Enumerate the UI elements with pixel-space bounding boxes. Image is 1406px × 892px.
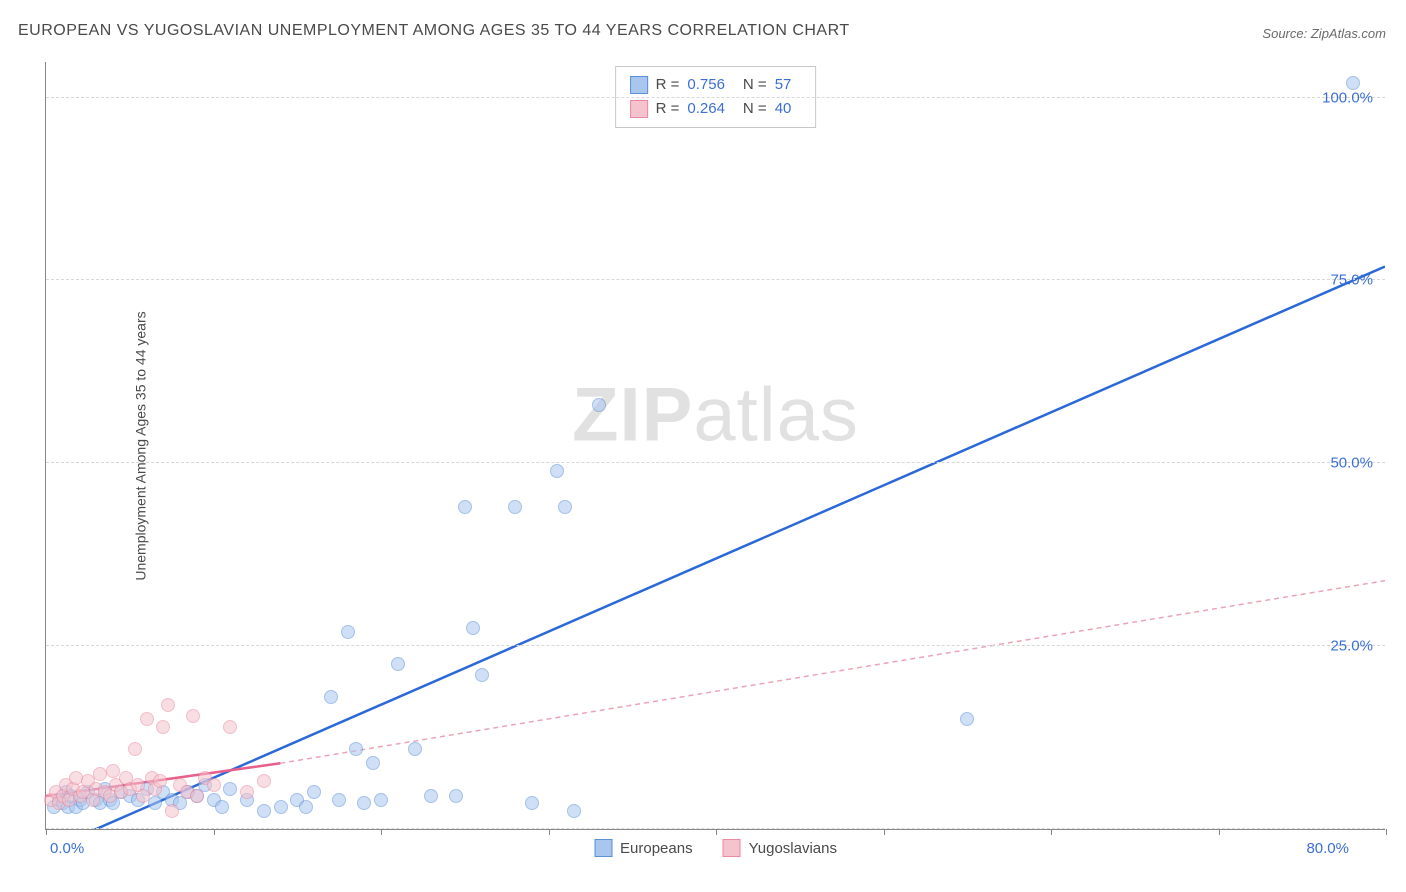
gridline [46, 279, 1385, 280]
y-tick-label: 25.0% [1330, 638, 1373, 655]
data-point [424, 789, 438, 803]
data-point [240, 785, 254, 799]
y-tick-label: 50.0% [1330, 455, 1373, 472]
r-label: R = [656, 97, 680, 121]
legend-swatch [630, 76, 648, 94]
data-point [274, 800, 288, 814]
x-tick [214, 829, 215, 835]
gridline [46, 462, 1385, 463]
data-point [466, 621, 480, 635]
y-tick-label: 100.0% [1322, 89, 1373, 106]
data-point [223, 720, 237, 734]
data-point [475, 668, 489, 682]
data-point [324, 690, 338, 704]
data-point [408, 742, 422, 756]
data-point [567, 804, 581, 818]
source-label: Source: [1262, 26, 1307, 41]
data-point [257, 774, 271, 788]
data-point [207, 778, 221, 792]
x-tick [1219, 829, 1220, 835]
watermark-rest: atlas [693, 372, 859, 457]
data-point [165, 804, 179, 818]
trend-line [63, 267, 1385, 829]
chart-title: EUROPEAN VS YUGOSLAVIAN UNEMPLOYMENT AMO… [18, 22, 850, 40]
data-point [458, 500, 472, 514]
data-point [153, 774, 167, 788]
data-point [128, 742, 142, 756]
data-point [140, 712, 154, 726]
data-point [299, 800, 313, 814]
data-point [391, 657, 405, 671]
x-tick [46, 829, 47, 835]
data-point [550, 464, 564, 478]
gridline [46, 97, 1385, 98]
legend-label: Yugoslavians [749, 840, 837, 857]
data-point [960, 712, 974, 726]
data-point [525, 796, 539, 810]
data-point [223, 782, 237, 796]
scatter-plot-area: ZIPatlas R =0.756N =57R =0.264N =40 Euro… [45, 62, 1385, 830]
data-point [374, 793, 388, 807]
legend-row: R = 0.756 N = 57 [630, 73, 802, 97]
trend-lines-svg [46, 62, 1385, 829]
n-label: N = [743, 97, 767, 121]
x-min-label: 0.0% [50, 840, 84, 857]
source-value: ZipAtlas.com [1311, 26, 1386, 41]
y-tick-label: 75.0% [1330, 272, 1373, 289]
data-point [592, 398, 606, 412]
legend-label: Europeans [620, 840, 693, 857]
data-point [332, 793, 346, 807]
x-tick [884, 829, 885, 835]
data-point [366, 756, 380, 770]
data-point [357, 796, 371, 810]
r-value: 0.756 [687, 73, 725, 97]
x-tick [549, 829, 550, 835]
r-value: 0.264 [687, 97, 725, 121]
data-point [190, 789, 204, 803]
x-tick [1051, 829, 1052, 835]
r-label: R = [656, 73, 680, 97]
data-point [349, 742, 363, 756]
data-point [186, 709, 200, 723]
n-label: N = [743, 73, 767, 97]
n-value: 57 [775, 73, 792, 97]
data-point [161, 698, 175, 712]
data-point [508, 500, 522, 514]
data-point [449, 789, 463, 803]
x-tick [381, 829, 382, 835]
data-point [106, 764, 120, 778]
data-point [307, 785, 321, 799]
legend-item: Yugoslavians [723, 839, 837, 857]
data-point [156, 720, 170, 734]
legend-row: R = 0.264 N = 40 [630, 97, 802, 121]
legend-swatch [723, 839, 741, 857]
watermark-bold: ZIP [572, 372, 693, 457]
watermark: ZIPatlas [572, 371, 859, 458]
legend-item: Europeans [594, 839, 693, 857]
data-point [215, 800, 229, 814]
legend-swatch [630, 100, 648, 118]
source-attribution: Source: ZipAtlas.com [1262, 26, 1386, 41]
series-legend: Europeans Yugoslavians [594, 839, 837, 857]
data-point [1346, 76, 1360, 90]
data-point [257, 804, 271, 818]
n-value: 40 [775, 97, 792, 121]
x-max-label: 80.0% [1306, 840, 1349, 857]
x-tick [1386, 829, 1387, 835]
data-point [558, 500, 572, 514]
trend-line [280, 581, 1385, 764]
x-tick [716, 829, 717, 835]
gridline [46, 645, 1385, 646]
data-point [93, 767, 107, 781]
data-point [341, 625, 355, 639]
legend-swatch [594, 839, 612, 857]
